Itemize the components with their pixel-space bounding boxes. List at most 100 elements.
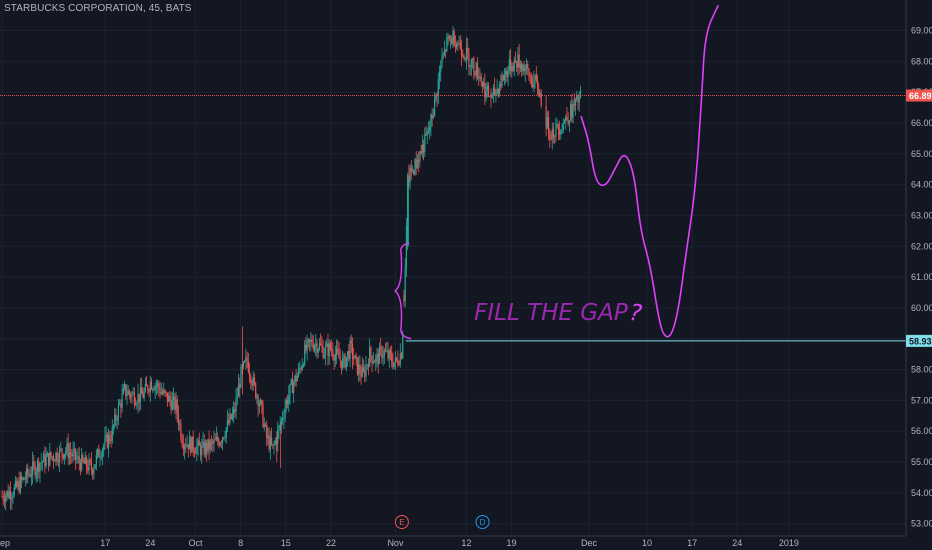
y-tick-label: 57.00 <box>911 395 932 405</box>
candle-body <box>164 389 166 393</box>
candle-body <box>550 139 552 140</box>
candle-body <box>421 144 423 154</box>
candle-body <box>438 71 441 80</box>
candle-body <box>235 397 237 412</box>
candle-body <box>383 350 385 356</box>
candle-body <box>123 384 126 389</box>
candle-body <box>201 445 203 456</box>
candle-body <box>306 339 308 351</box>
candle-body <box>226 419 229 428</box>
candle-body <box>328 343 330 357</box>
gap-level-label: 58.93 <box>909 336 932 346</box>
candle-body <box>131 393 133 398</box>
candle-body <box>99 457 101 459</box>
candlestick-series <box>1 26 582 511</box>
candle-body <box>539 93 541 97</box>
candle-body <box>364 370 366 377</box>
candle-body <box>90 461 93 470</box>
candle-body <box>447 36 449 38</box>
candle-body <box>85 457 88 468</box>
y-tick-label: 60.00 <box>911 303 932 313</box>
candle-body <box>333 356 335 361</box>
candle-body <box>220 442 222 444</box>
price-axis[interactable]: 53.0054.0055.0056.0057.0058.0059.0060.00… <box>905 0 932 550</box>
candle-body <box>95 454 97 465</box>
candle-body <box>76 458 78 460</box>
candle-body <box>166 392 169 402</box>
candle-body <box>547 117 550 135</box>
candle-body <box>567 120 569 124</box>
candle-body <box>252 376 254 386</box>
candle-body <box>516 61 518 68</box>
candle-body <box>316 343 318 353</box>
candle-body <box>392 362 394 368</box>
candle-body <box>386 350 388 352</box>
candle-body <box>191 436 193 453</box>
candle-body <box>17 481 19 487</box>
candle-body <box>561 130 563 132</box>
candle-body <box>452 30 454 44</box>
candle-body <box>263 424 265 427</box>
chart-grid <box>0 0 906 536</box>
y-tick-label: 55.00 <box>911 457 932 467</box>
candle-body <box>496 88 498 93</box>
candle-body <box>231 413 233 419</box>
candle-body <box>549 134 551 140</box>
candle-body <box>559 129 561 135</box>
candle-body <box>343 355 345 358</box>
candle-body <box>577 95 579 103</box>
event-marker-label: D <box>480 518 486 527</box>
candle-body <box>146 383 148 386</box>
candle-body <box>404 268 406 302</box>
candle-body <box>331 348 333 351</box>
candle-body <box>494 87 496 96</box>
x-tick-label: Dec <box>581 538 598 548</box>
candle-body <box>322 346 324 358</box>
candle-body <box>327 343 329 357</box>
candle-body <box>297 368 300 376</box>
y-tick-label: 64.00 <box>911 180 932 190</box>
candle-body <box>116 419 118 421</box>
candle-body <box>483 82 485 87</box>
candle-body <box>355 355 357 358</box>
candle-body <box>334 354 336 361</box>
candle-body <box>225 427 227 438</box>
candle-body <box>39 463 41 473</box>
candle-body <box>250 375 252 383</box>
candle-body <box>160 392 162 394</box>
candle-body <box>100 457 102 458</box>
candle-body <box>356 357 358 375</box>
candle-body <box>448 36 450 40</box>
price-tags: 66.89 58.93 <box>906 89 932 347</box>
candle-body <box>570 104 572 121</box>
candle-body <box>348 351 350 360</box>
candle-body <box>501 75 503 86</box>
candle-body <box>70 452 72 455</box>
candle-body <box>81 454 83 471</box>
event-marker-e[interactable] <box>394 515 409 529</box>
candle-body <box>233 408 235 414</box>
candle-body <box>269 437 271 450</box>
candle-body <box>228 419 230 424</box>
candle-body <box>394 357 396 363</box>
candle-body <box>155 385 158 387</box>
candle-body <box>528 69 530 77</box>
candle-body <box>25 468 28 479</box>
candle-body <box>518 54 520 68</box>
candle-body <box>310 339 312 342</box>
candle-body <box>358 364 360 375</box>
candle-body <box>533 81 535 88</box>
candle-body <box>513 60 515 71</box>
candle-body <box>93 468 95 475</box>
candle-body <box>172 396 175 400</box>
candle-body <box>514 60 517 62</box>
time-axis[interactable]: Sep 17 24 Oct 8 15 22 Nov 12 19 Dec 10 17 24 2019 <box>0 535 932 550</box>
candle-body <box>32 461 34 475</box>
event-marker-d[interactable] <box>475 515 490 529</box>
candle-body <box>82 454 84 461</box>
candle-body <box>326 343 328 347</box>
candle-body <box>13 487 15 496</box>
candle-body <box>443 49 446 56</box>
